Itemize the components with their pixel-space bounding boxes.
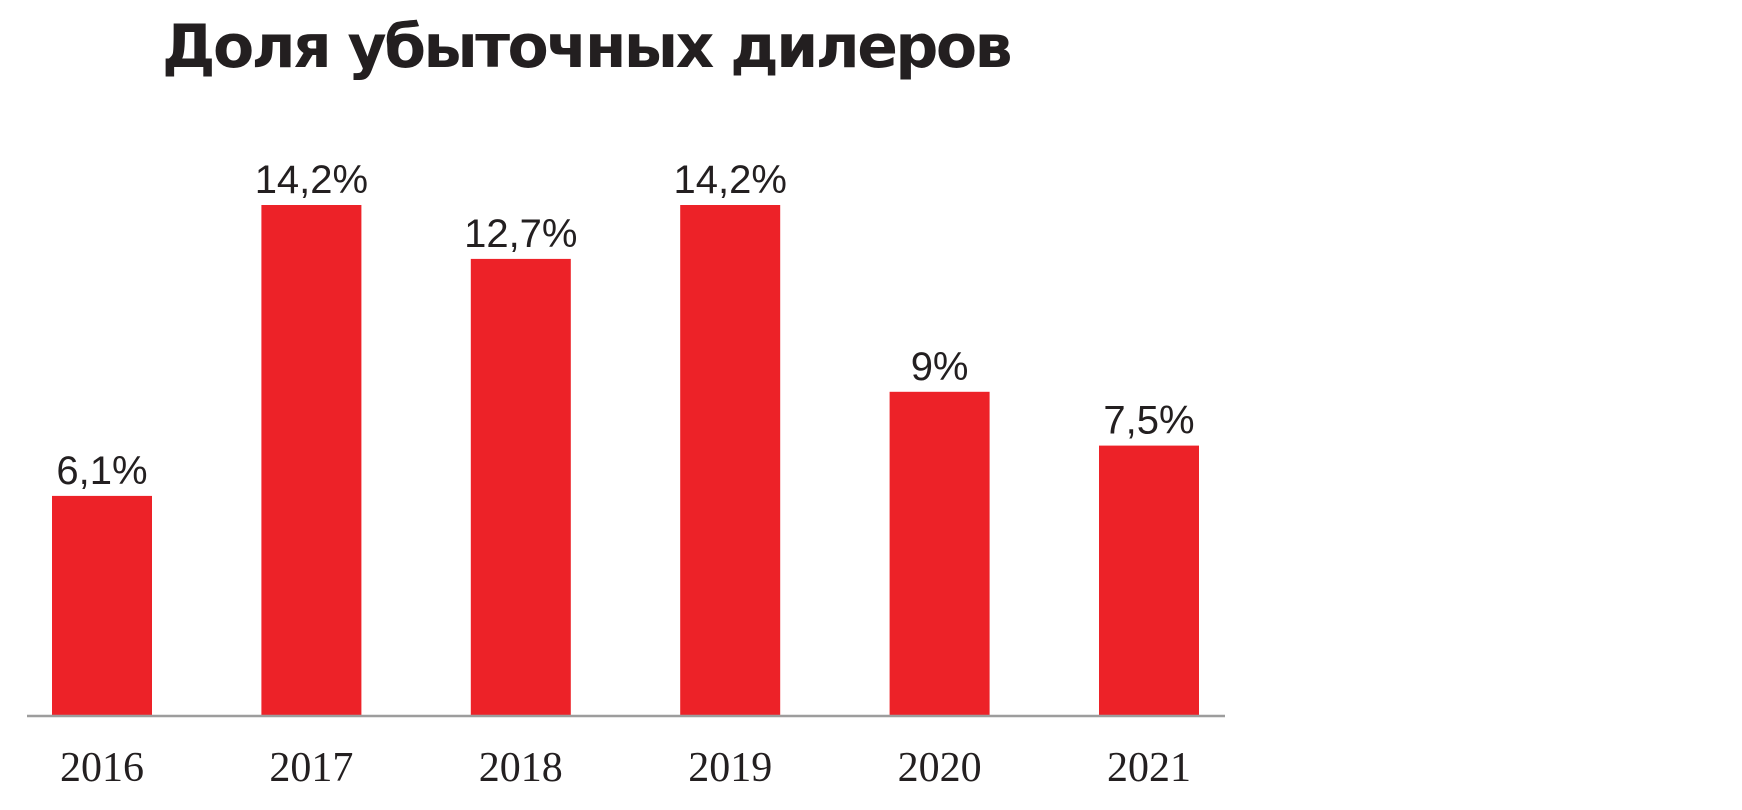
bar-2019 <box>680 205 781 715</box>
bar-2017 <box>261 205 362 715</box>
x-tick-label-2020: 2020 <box>898 745 982 791</box>
data-label-2019: 14,2% <box>673 158 786 202</box>
data-label-2020: 9% <box>911 345 969 389</box>
data-label-2021: 7,5% <box>1103 399 1194 443</box>
bar-2020 <box>889 391 990 715</box>
bar-2021 <box>1099 445 1199 715</box>
x-tick-label-2019: 2019 <box>688 745 772 791</box>
bar-2016 <box>52 495 152 715</box>
x-tick-label-2016: 2016 <box>60 745 144 791</box>
x-tick-label-2021: 2021 <box>1107 745 1191 791</box>
data-label-2017: 14,2% <box>255 158 368 202</box>
x-tick-label-2017: 2017 <box>269 745 353 791</box>
data-label-2018: 12,7% <box>464 212 577 256</box>
x-tick-label-2018: 2018 <box>479 745 563 791</box>
chart-title: Доля убыточных дилеров <box>162 12 1013 82</box>
data-label-2016: 6,1% <box>56 449 147 493</box>
bar-2018 <box>470 258 571 715</box>
